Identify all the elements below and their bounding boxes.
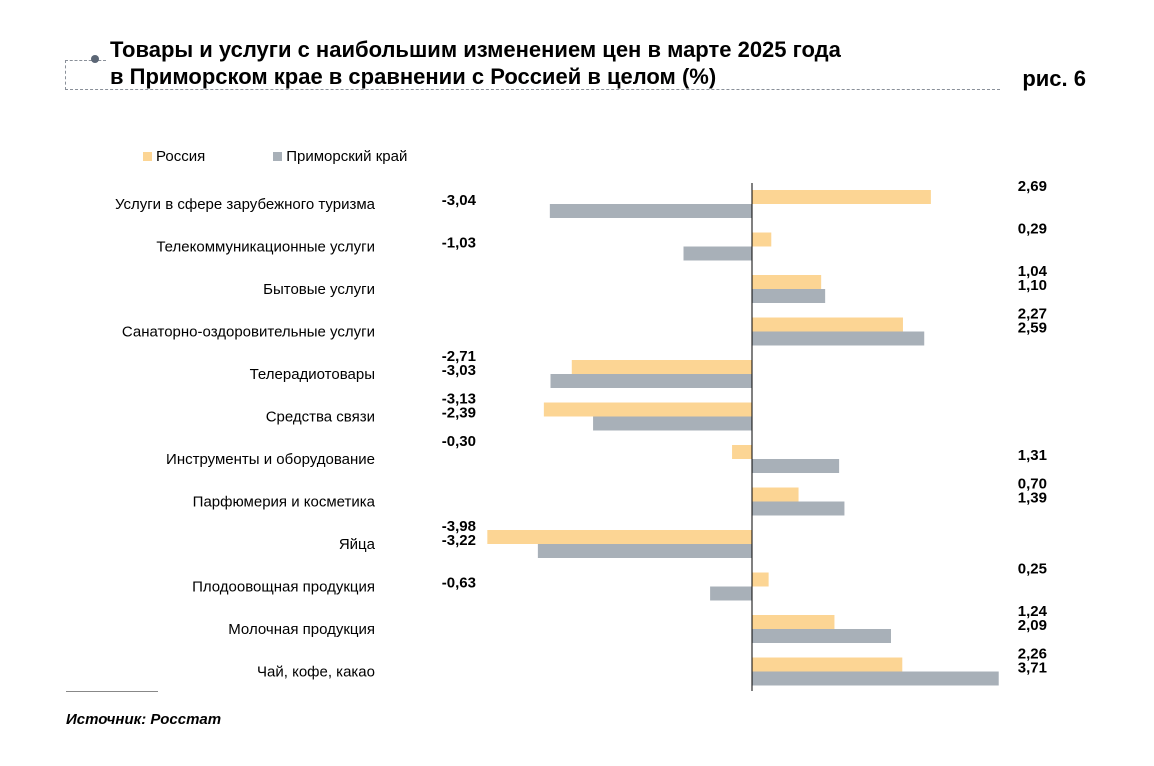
data-label-russia: -2,71 (442, 348, 476, 365)
category-label: Телерадиотовары (250, 366, 375, 383)
category-label: Яйца (339, 536, 376, 553)
bar-primorsky (752, 289, 826, 303)
data-label-primorsky: -3,22 (442, 532, 476, 549)
bar-primorsky (593, 416, 752, 431)
data-label-primorsky: 3,71 (1018, 660, 1047, 677)
bar-russia (752, 275, 822, 289)
data-label-primorsky: 1,31 (1018, 447, 1047, 464)
data-label-russia: 0,25 (1018, 561, 1047, 578)
chart-title-line-1: Товары и услуги с наибольшим изменением … (110, 37, 841, 62)
bar-primorsky (752, 331, 925, 346)
bar-primorsky (710, 586, 752, 601)
category-label: Молочная продукция (228, 621, 375, 638)
category-label: Телекоммуникационные услуги (156, 239, 375, 256)
bar-russia (487, 530, 752, 544)
data-label-primorsky: -2,39 (442, 405, 476, 422)
source-note: Источник: Росстат (66, 711, 222, 728)
legend-item-primorsky: Приморский край (273, 148, 407, 165)
legend-label-primorsky: Приморский край (286, 148, 408, 165)
bar-primorsky (752, 671, 999, 686)
data-label-primorsky: 2,09 (1018, 617, 1047, 634)
data-label-primorsky: 2,59 (1018, 320, 1047, 337)
legend-swatch-primorsky (273, 152, 283, 161)
bar-russia (752, 232, 772, 247)
category-label: Средства связи (266, 409, 375, 426)
data-label-russia: 2,26 (1018, 646, 1047, 663)
data-label-primorsky: -3,04 (442, 192, 477, 209)
category-label: Услуги в сфере зарубежного туризма (115, 196, 376, 213)
data-label-primorsky: 1,39 (1018, 490, 1047, 507)
bar-primorsky (683, 246, 752, 261)
bar-russia (752, 487, 799, 502)
data-label-primorsky: -0,63 (442, 575, 476, 592)
legend-item-russia: Россия (143, 148, 205, 165)
category-label: Санаторно-оздоровительные услуги (122, 324, 375, 341)
title-bullet-icon (91, 55, 99, 63)
data-label-primorsky: 1,10 (1018, 277, 1047, 294)
bar-russia (571, 360, 752, 374)
bar-russia (752, 615, 835, 629)
bar-primorsky (549, 204, 752, 218)
data-label-russia: 2,69 (1018, 178, 1047, 195)
data-label-primorsky: -3,03 (442, 362, 476, 379)
chart-title: Товары и услуги с наибольшим изменением … (110, 36, 841, 90)
data-label-russia: 0,29 (1018, 221, 1047, 238)
legend-label-russia: Россия (156, 148, 206, 165)
bar-primorsky (550, 374, 752, 388)
title-block: Товары и услуги с наибольшим изменением … (65, 36, 1000, 90)
bar-russia (752, 657, 903, 672)
bar-primorsky (537, 544, 752, 558)
bar-russia (752, 190, 931, 204)
data-label-russia: -0,30 (442, 433, 476, 450)
data-label-russia: 0,70 (1018, 476, 1047, 493)
category-label: Инструменты и оборудование (166, 451, 375, 468)
data-label-russia: 1,04 (1018, 263, 1048, 280)
category-label: Парфюмерия и косметика (193, 494, 376, 511)
figure-label: рис. 6 (1022, 66, 1086, 91)
bar-primorsky (752, 459, 840, 473)
data-label-russia: 2,27 (1018, 306, 1047, 323)
chart-title-line-2: в Приморском крае в сравнении с Россией … (110, 64, 717, 89)
bar-russia (543, 402, 752, 417)
data-label-russia: -3,13 (442, 391, 476, 408)
bar-russia (752, 572, 769, 587)
data-label-primorsky: -1,03 (442, 235, 476, 252)
category-label: Бытовые услуги (263, 281, 375, 298)
category-label: Плодоовощная продукция (192, 579, 375, 596)
chart-legend: Россия Приморский край (143, 148, 407, 165)
footnote-rule (66, 691, 158, 692)
data-label-russia: -3,98 (442, 518, 476, 535)
bar-primorsky (752, 629, 891, 643)
bar-primorsky (752, 501, 845, 516)
bar-russia (732, 445, 752, 459)
legend-swatch-russia (143, 152, 152, 161)
bar-russia (752, 317, 903, 332)
category-label: Чай, кофе, какао (257, 664, 375, 681)
data-label-russia: 1,24 (1018, 603, 1048, 620)
title-decoration (65, 60, 106, 90)
